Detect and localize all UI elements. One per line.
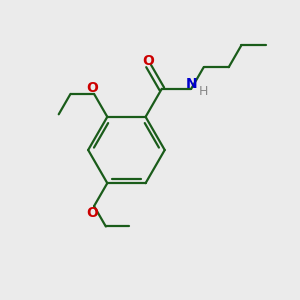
Text: O: O [87,81,98,95]
Text: H: H [199,85,208,98]
Text: O: O [142,54,154,68]
Text: N: N [185,77,197,92]
Text: O: O [87,206,98,220]
